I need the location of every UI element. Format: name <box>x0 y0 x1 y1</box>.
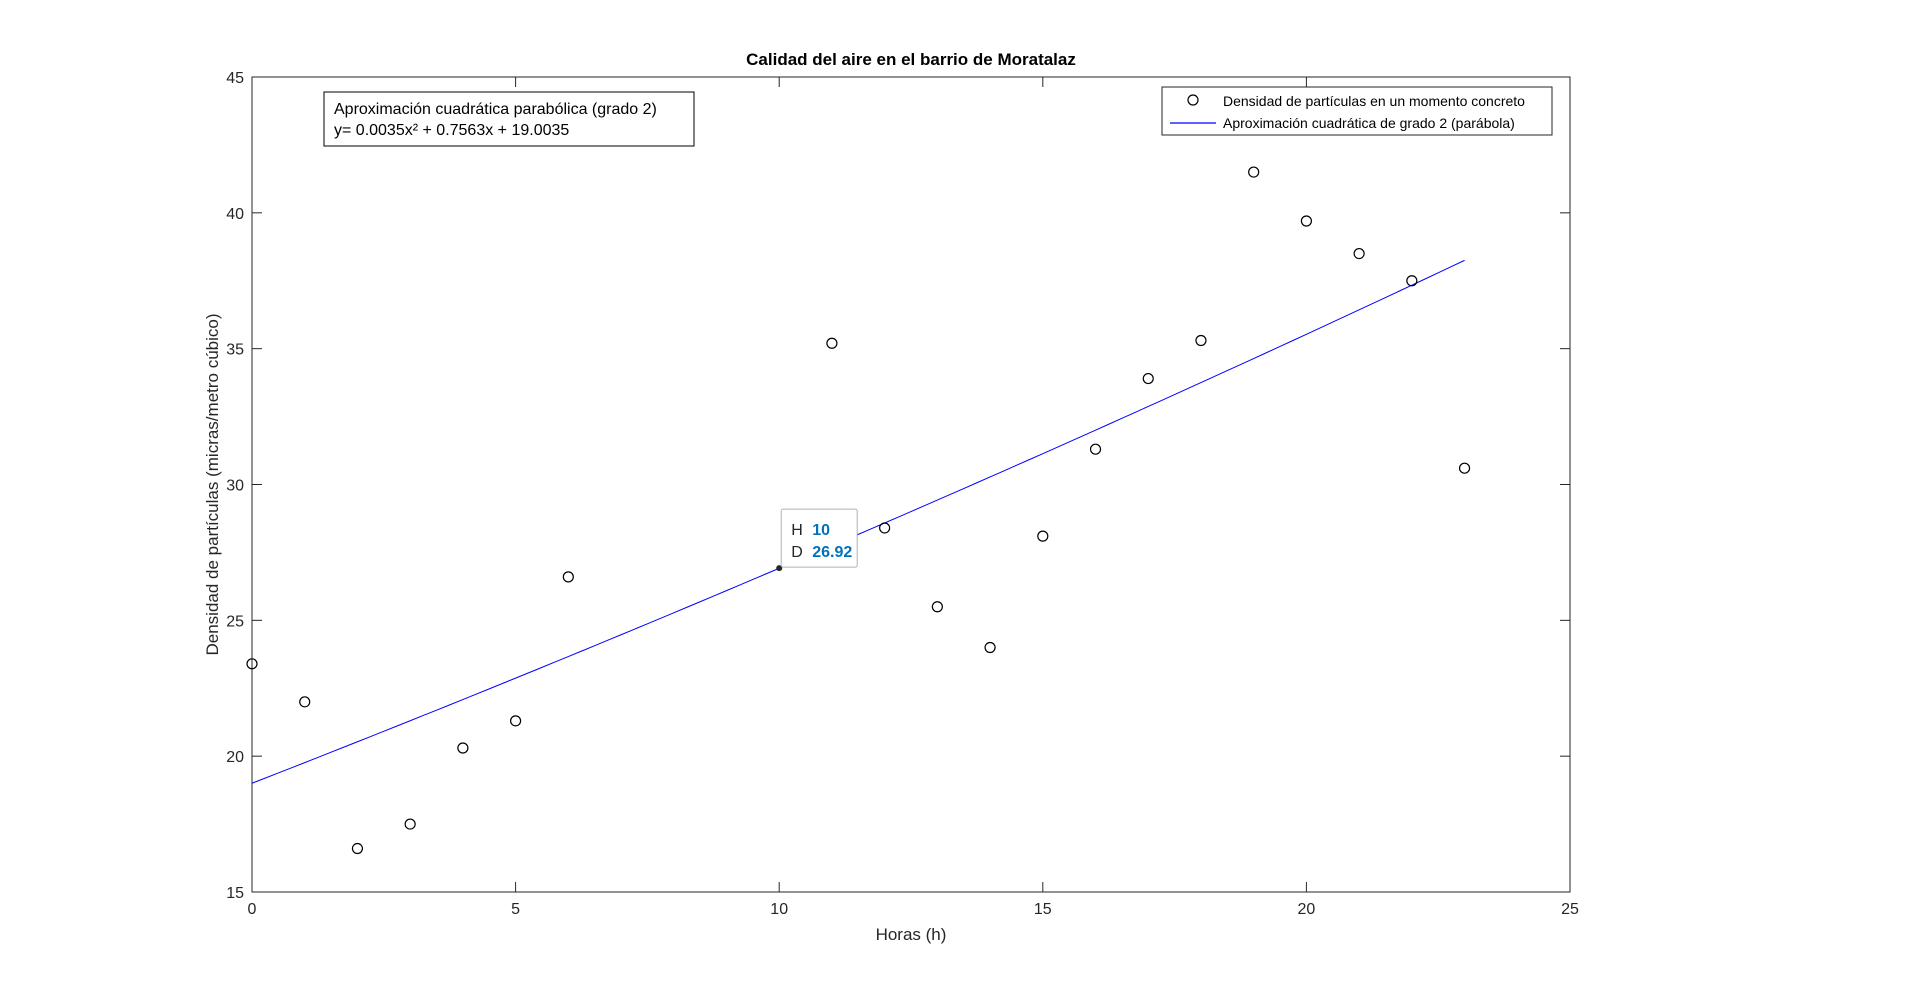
chart-title: Calidad del aire en el barrio de Moratal… <box>746 50 1076 69</box>
y-axis-label: Densidad de partículas (micras/metro cúb… <box>203 313 222 655</box>
y-tick-label: 25 <box>226 613 244 630</box>
datatip-y-label: D <box>791 544 803 561</box>
data-point[interactable] <box>457 742 469 754</box>
annotation-line-2: y= 0.0035x² + 0.7563x + 19.0035 <box>334 122 569 139</box>
data-point[interactable] <box>562 571 574 583</box>
data-point[interactable] <box>404 818 416 830</box>
x-tick-label: 15 <box>1034 901 1052 918</box>
y-tick-label: 45 <box>226 70 244 87</box>
datatip-box <box>780 508 858 568</box>
equation-annotation: Aproximación cuadrática parabólica (grad… <box>323 91 695 147</box>
y-tick-label: 35 <box>226 342 244 359</box>
data-point[interactable] <box>1248 166 1260 178</box>
legend-entry-points: Densidad de partículas en un momento con… <box>1223 93 1525 109</box>
data-point[interactable] <box>1142 372 1154 385</box>
axis-ticks: 0 5 10 15 20 25 15 20 25 30 35 40 45 <box>226 70 1579 918</box>
data-point[interactable] <box>1406 275 1418 287</box>
x-tick-label: 20 <box>1298 901 1316 918</box>
datatip-x-label: H <box>791 522 803 539</box>
legend-marker-circle-icon <box>1187 94 1199 106</box>
data-point[interactable] <box>509 715 522 727</box>
x-tick-label: 0 <box>248 901 257 918</box>
data-point[interactable] <box>1353 247 1365 260</box>
fit-curve-line <box>251 259 1465 784</box>
x-tick-label: 25 <box>1561 901 1579 918</box>
data-point[interactable] <box>1300 215 1313 227</box>
data-point[interactable] <box>299 696 311 708</box>
datatip-row-y: D 26.92 <box>791 544 852 561</box>
data-point[interactable] <box>1195 334 1207 347</box>
datatip-row-x: H 10 <box>791 522 830 539</box>
data-series-points <box>246 166 1471 855</box>
annotation-box <box>323 91 695 147</box>
y-tick-label: 15 <box>226 885 244 902</box>
y-tick-label: 40 <box>226 206 244 223</box>
data-point[interactable] <box>984 641 996 654</box>
data-point[interactable] <box>826 337 838 349</box>
annotation-line-1: Aproximación cuadrática parabólica (grad… <box>334 101 657 118</box>
x-tick-label: 10 <box>770 901 788 918</box>
x-axis-label: Horas (h) <box>876 925 947 944</box>
y-tick-label: 20 <box>226 749 244 766</box>
y-tick-label: 30 <box>226 478 244 495</box>
datatip-y-value: 26.92 <box>812 544 852 561</box>
data-point[interactable] <box>246 658 258 670</box>
data-point[interactable] <box>879 522 891 534</box>
datatip-x-value: 10 <box>812 522 830 539</box>
data-point[interactable] <box>1089 443 1102 455</box>
legend-box <box>1161 86 1553 136</box>
legend[interactable]: Densidad de partículas en un momento con… <box>1161 86 1553 136</box>
data-point[interactable] <box>1458 462 1471 474</box>
datatip-marker[interactable] <box>776 565 783 572</box>
data-point[interactable] <box>351 842 364 855</box>
datatip[interactable]: H 10 D 26.92 <box>776 508 858 572</box>
legend-entry-fit: Aproximación cuadrática de grado 2 (pará… <box>1223 115 1515 131</box>
axes-box <box>251 76 1571 893</box>
data-point[interactable] <box>1037 530 1049 542</box>
x-tick-label: 5 <box>511 901 520 918</box>
data-point[interactable] <box>931 601 943 613</box>
fit-series <box>251 259 1465 784</box>
